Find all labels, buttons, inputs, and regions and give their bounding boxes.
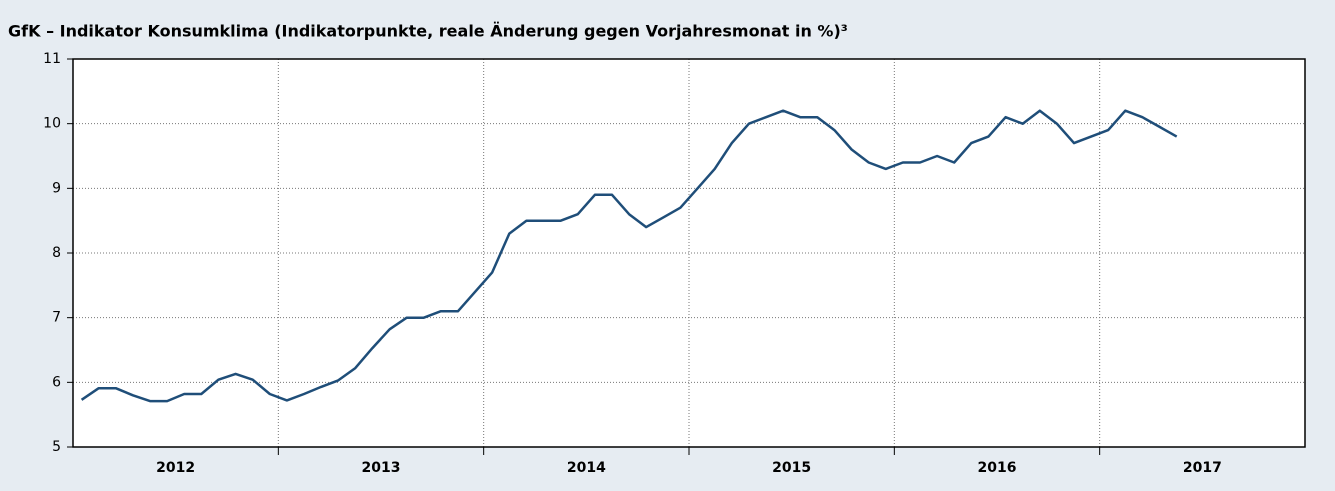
y-tick-label: 5 xyxy=(52,439,61,455)
chart-title: GfK – Indikator Konsumklima (Indikatorpu… xyxy=(8,22,848,41)
y-tick-label: 8 xyxy=(52,245,61,261)
y-tick-label: 6 xyxy=(52,374,61,390)
x-tick-label: 2012 xyxy=(156,460,195,476)
y-tick-label: 7 xyxy=(52,310,61,326)
x-tick-label: 2017 xyxy=(1183,460,1222,476)
y-tick-label: 9 xyxy=(52,180,61,196)
x-tick-label: 2016 xyxy=(978,460,1017,476)
x-tick-label: 2014 xyxy=(567,460,606,476)
y-tick-label: 10 xyxy=(43,116,61,132)
x-tick-label: 2015 xyxy=(772,460,811,476)
y-tick-label: 11 xyxy=(43,51,61,67)
data-line xyxy=(80,109,1178,403)
x-tick-label: 2013 xyxy=(362,460,401,476)
